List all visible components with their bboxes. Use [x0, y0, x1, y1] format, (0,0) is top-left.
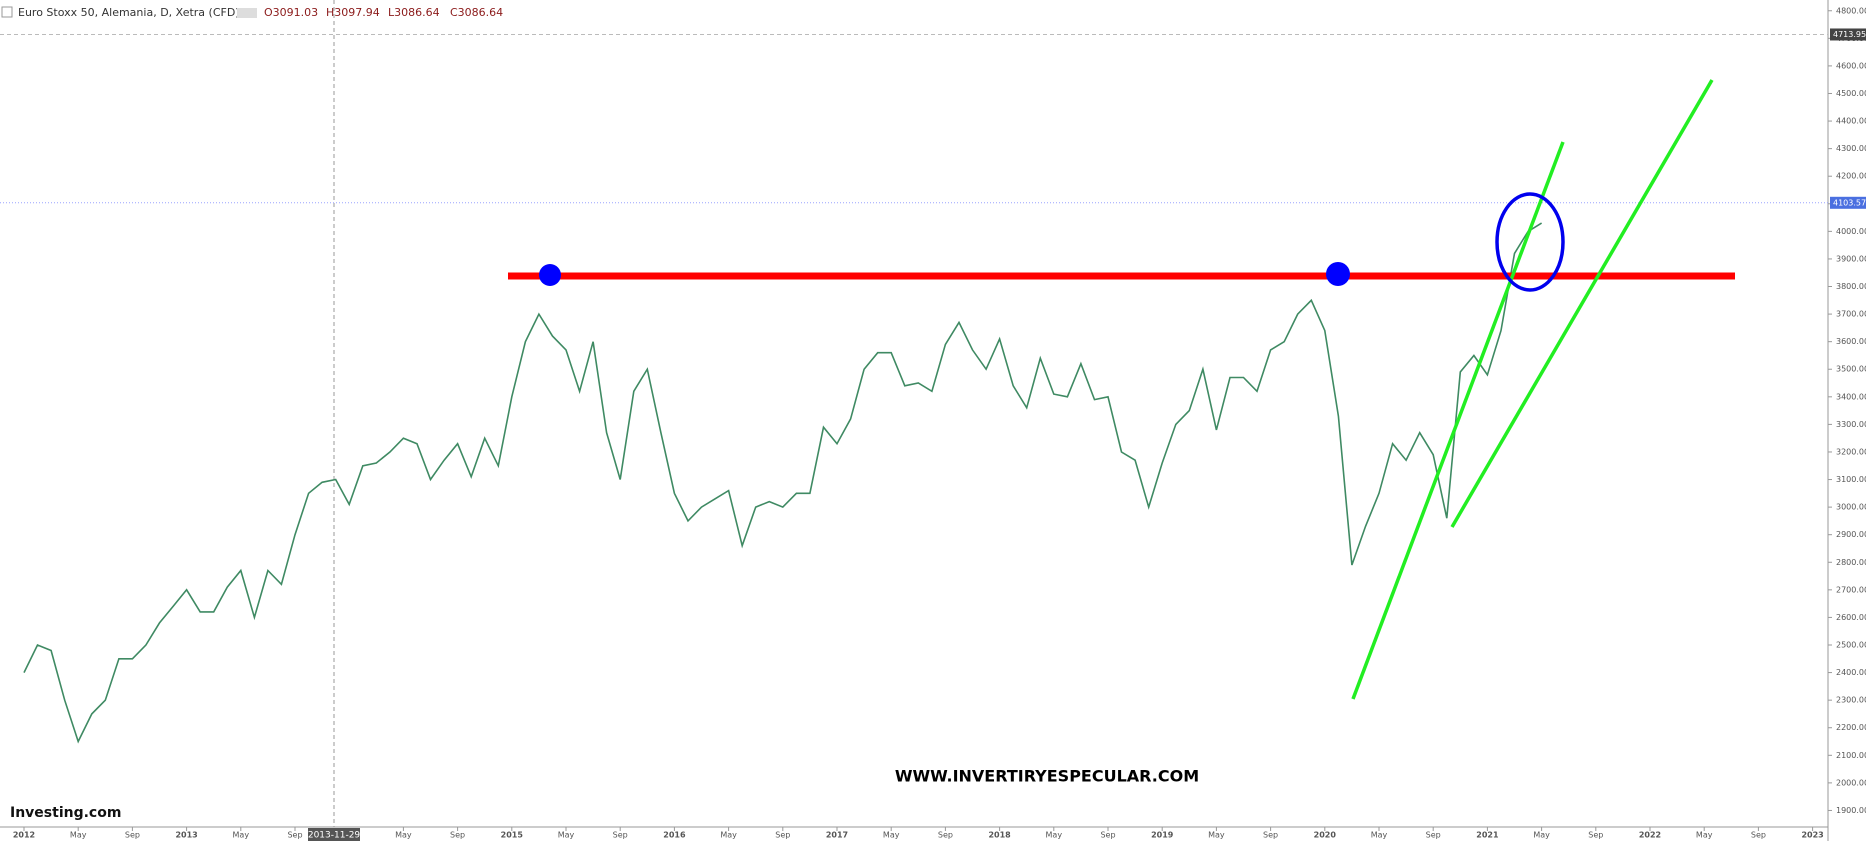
x-tick-label: 2023 [1801, 831, 1823, 840]
peak-marker [1326, 262, 1350, 286]
header-low: L3086.64 [388, 6, 440, 19]
y-tick-label: 2300.00 [1836, 696, 1866, 705]
y-tick-label: 4400.00 [1836, 117, 1866, 126]
x-tick-label: Sep [125, 831, 140, 840]
price-tag [1830, 196, 1866, 209]
x-tick-label: May [1046, 831, 1063, 840]
header-buttons[interactable] [237, 8, 257, 18]
header-high: H3097.94 [326, 6, 380, 19]
x-tick-label: May [558, 831, 575, 840]
highlight-ellipse [1495, 192, 1565, 292]
y-tick-label: 3400.00 [1836, 392, 1866, 401]
x-tick-label: May [720, 831, 737, 840]
y-tick-label: 4000.00 [1836, 227, 1866, 236]
x-tick-label: May [1533, 831, 1550, 840]
y-tick-label: 3600.00 [1836, 337, 1866, 346]
trend-line [1450, 79, 1714, 528]
y-tick-label: 2400.00 [1836, 668, 1866, 677]
x-tick-label: Sep [1751, 831, 1766, 840]
y-tick-label: 3200.00 [1836, 447, 1866, 456]
y-tick-label: 3300.00 [1836, 420, 1866, 429]
x-tick-label: Sep [1426, 831, 1441, 840]
y-tick-label: 3100.00 [1836, 475, 1866, 484]
x-tick-label: May [1696, 831, 1713, 840]
y-tick-label: 2000.00 [1836, 778, 1866, 787]
price-line-series [23, 222, 1543, 744]
y-tick-label: 3700.00 [1836, 310, 1866, 319]
plot: 1900.00 2000.00 2100.00 2200.00 2300.00 2400.… [0, 6, 1866, 840]
x-tick-label: Sep [287, 831, 302, 840]
x-tick-label: Sep [1100, 831, 1115, 840]
x-tick-label: Sep [1588, 831, 1603, 840]
x-tick-label: May [70, 831, 87, 840]
y-tick-label: 1900.00 [1836, 806, 1866, 815]
x-tick-label: May [1208, 831, 1225, 840]
x-tick-label: Sep [938, 831, 953, 840]
price-tag-label: 4103.57 [1833, 198, 1866, 207]
x-tick-label: Sep [450, 831, 465, 840]
y-tick-label: 3900.00 [1836, 254, 1866, 263]
x-tick-label: 2018 [988, 831, 1011, 840]
x-tick-label: Sep [613, 831, 628, 840]
y-tick-label: 2700.00 [1836, 585, 1866, 594]
x-tick-label: May [883, 831, 900, 840]
trend-line [1351, 141, 1565, 700]
y-tick-label: 2900.00 [1836, 530, 1866, 539]
x-tick-label: 2019 [1151, 831, 1174, 840]
y-tick-label: 4300.00 [1836, 144, 1866, 153]
x-tick-label: Sep [1263, 831, 1278, 840]
price-tag [1830, 28, 1866, 41]
y-tick-label: 2200.00 [1836, 723, 1866, 732]
y-tick-label: 4800.00 [1836, 6, 1866, 15]
peak-marker [539, 264, 561, 286]
crosshair-date: 2013-11-29 [308, 831, 361, 841]
price-tag-label: 4713.95 [1833, 30, 1866, 39]
x-tick-label: 2016 [663, 831, 686, 840]
x-tick-label: 2013 [175, 831, 197, 840]
x-tick-label: Sep [775, 831, 790, 840]
header-icon [1, 6, 13, 18]
x-tick-label: 2015 [501, 831, 524, 840]
y-tick-label: 2800.00 [1836, 558, 1866, 567]
y-tick-label: 4200.00 [1836, 172, 1866, 181]
header-open: O3091.03 [264, 6, 318, 19]
crosshair-tag [308, 828, 360, 841]
x-tick-label: 2017 [826, 831, 848, 840]
y-tick-label: 2600.00 [1836, 613, 1866, 622]
y-tick-label: 2500.00 [1836, 640, 1866, 649]
y-tick-label: 3500.00 [1836, 365, 1866, 374]
x-tick-label: 2020 [1314, 831, 1337, 840]
x-tick-label: 2012 [13, 831, 35, 840]
y-tick-label: 2100.00 [1836, 751, 1866, 760]
drawings [508, 79, 1735, 700]
logo: Investing.com [10, 805, 121, 821]
header-close: C3086.64 [450, 6, 503, 19]
header-title: Euro Stoxx 50, Alemania, D, Xetra (CFD) … [18, 6, 247, 19]
watermark: WWW.INVERTIRYESPECULAR.COM [895, 767, 1199, 786]
x-tick-label: 2022 [1639, 831, 1661, 840]
y-tick-label: 4500.00 [1836, 89, 1866, 98]
x-tick-label: 2021 [1476, 831, 1499, 840]
y-tick-label: 4600.00 [1836, 61, 1866, 70]
x-tick-label: May [1371, 831, 1388, 840]
y-tick-label: 3000.00 [1836, 503, 1866, 512]
x-tick-label: May [395, 831, 412, 840]
x-tick-label: May [233, 831, 250, 840]
y-tick-label: 3800.00 [1836, 282, 1866, 291]
